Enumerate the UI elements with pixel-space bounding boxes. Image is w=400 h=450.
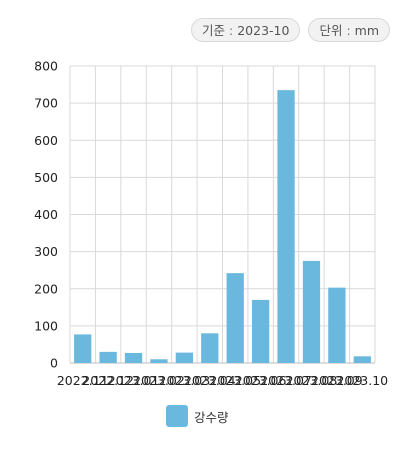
bar bbox=[176, 353, 193, 363]
bar bbox=[303, 261, 320, 363]
y-tick-label: 600 bbox=[34, 133, 58, 148]
y-tick-label: 800 bbox=[34, 59, 58, 74]
bar bbox=[277, 90, 294, 363]
y-tick-label: 0 bbox=[50, 356, 58, 371]
y-tick-label: 300 bbox=[34, 244, 58, 259]
bar bbox=[201, 333, 218, 363]
y-tick-label: 400 bbox=[34, 207, 58, 222]
chart-legend: 강수량 bbox=[166, 405, 229, 427]
y-tick-label: 100 bbox=[34, 318, 58, 333]
bar bbox=[252, 300, 269, 363]
bar bbox=[125, 353, 142, 363]
bar bbox=[328, 288, 345, 363]
y-tick-label: 700 bbox=[34, 96, 58, 111]
legend-label: 강수량 bbox=[194, 407, 229, 426]
y-tick-label: 200 bbox=[34, 281, 58, 296]
bar bbox=[227, 273, 244, 363]
bar bbox=[74, 334, 91, 363]
y-axis-ticks: 0 100 200 300 400 500 600 700 800 bbox=[34, 59, 58, 371]
x-tick-label: 2023.10 bbox=[336, 373, 388, 388]
bar bbox=[99, 352, 116, 363]
bar bbox=[354, 356, 371, 363]
legend-swatch bbox=[166, 405, 188, 427]
bar bbox=[150, 359, 167, 363]
x-axis-ticks: 2022.112022.122023.012023.022023.032023.… bbox=[57, 373, 388, 388]
y-tick-label: 500 bbox=[34, 170, 58, 185]
